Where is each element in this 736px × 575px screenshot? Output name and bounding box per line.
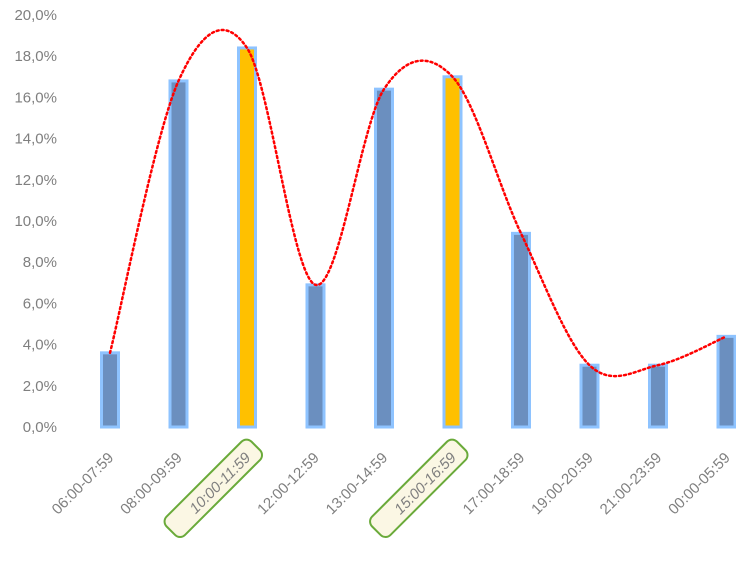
x-tick-label: 17:00-18:59 — [460, 449, 529, 518]
x-tick-15:00-16:59: 15:00-16:59 — [369, 438, 469, 539]
x-tick-label: 21:00-23:59 — [597, 449, 666, 518]
x-axis: 06:00-07:59 08:00-09:59 10:00-11:59 12:00-1… — [49, 438, 734, 539]
highlight-label-box — [369, 438, 469, 539]
y-tick-label: 2,0% — [23, 378, 57, 395]
trendline — [108, 28, 728, 378]
x-tick-label: 06:00-07:59 — [49, 449, 118, 518]
x-tick-00:00-05:59: 00:00-05:59 — [665, 449, 734, 518]
y-tick-label: 4,0% — [23, 337, 57, 354]
x-tick-21:00-23:59: 21:00-23:59 — [597, 449, 666, 518]
bar-17:00-18:59 — [511, 231, 531, 429]
y-axis: 0,0% 2,0% 4,0% 6,0% 8,0% 10,0% 12,0% 14,0% 16,0%… — [14, 7, 57, 436]
bar-21:00-23:59 — [648, 363, 668, 429]
trendline-path — [108, 28, 728, 378]
bar-15:00-16:59 — [442, 75, 463, 429]
bar-12:00-12:59 — [305, 283, 326, 429]
x-tick-label: 12:00-12:59 — [254, 449, 323, 518]
x-tick-10:00-11:59: 10:00-11:59 — [163, 438, 263, 539]
bar-08:00-09:59 — [168, 79, 189, 429]
y-tick-label: 10,0% — [14, 213, 57, 230]
y-tick-label: 18,0% — [14, 48, 57, 65]
bar-13:00-14:59 — [374, 87, 394, 429]
highlight-label-box — [163, 438, 263, 539]
x-tick-label: 15:00-16:59 — [391, 449, 460, 518]
x-tick-17:00-18:59: 17:00-18:59 — [460, 449, 529, 518]
bar-10:00-11:59 — [237, 46, 257, 429]
y-tick-label: 12,0% — [14, 172, 57, 189]
x-tick-19:00-20:59: 19:00-20:59 — [528, 449, 597, 518]
y-tick-label: 8,0% — [23, 254, 57, 271]
bar-19:00-20:59 — [579, 363, 600, 429]
x-tick-12:00-12:59: 12:00-12:59 — [254, 449, 323, 518]
bar-00:00-05:59 — [716, 334, 736, 429]
bar-06:00-07:59 — [100, 351, 120, 429]
y-tick-label: 20,0% — [14, 7, 57, 24]
y-tick-label: 6,0% — [23, 295, 57, 312]
x-tick-label: 00:00-05:59 — [665, 449, 734, 518]
y-tick-label: 14,0% — [14, 131, 57, 148]
y-tick-label: 0,0% — [23, 419, 57, 436]
x-tick-06:00-07:59: 06:00-07:59 — [49, 449, 118, 518]
x-tick-label: 19:00-20:59 — [528, 449, 597, 518]
bars — [100, 46, 736, 429]
x-tick-label: 10:00-11:59 — [186, 449, 254, 517]
y-tick-label: 16,0% — [14, 89, 57, 106]
